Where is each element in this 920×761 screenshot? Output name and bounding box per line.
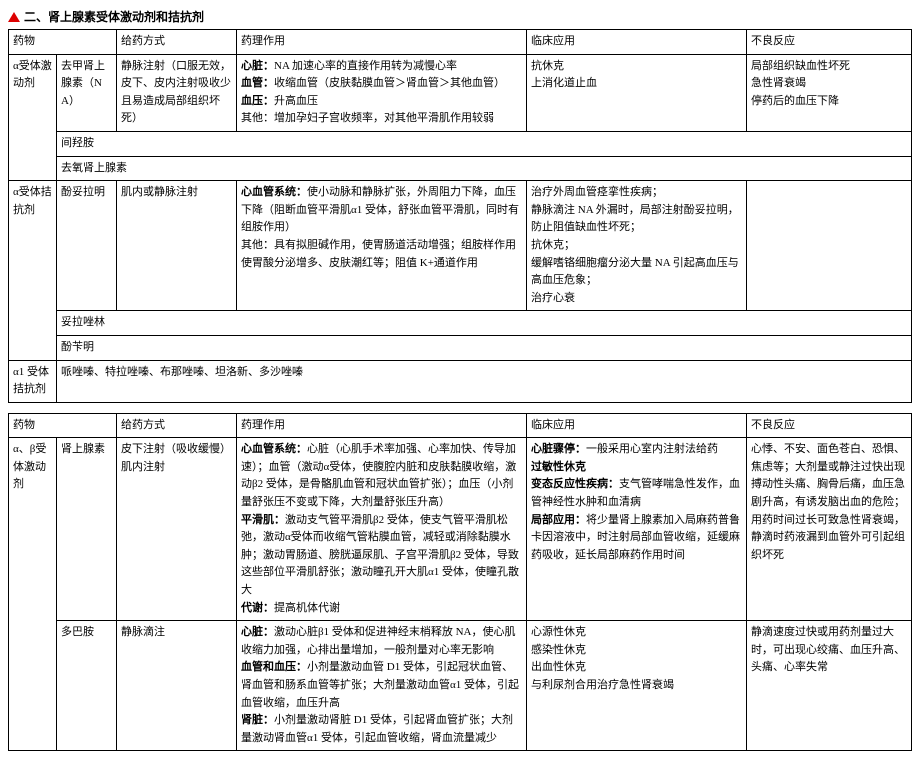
cell-drug: 去甲肾上腺素（NA） [57,54,117,131]
table-row: 多巴胺 静脉滴注 心脏：激动心脏β1 受体和促进神经末梢释放 NA，使心肌收缩力… [9,621,912,751]
table-row: α、β受体激动剂 肾上腺素 皮下注射（吸收缓慢）肌内注射 心血管系统：心脏（心肌… [9,438,912,621]
cell-category: α受体拮抗剂 [9,181,57,360]
th-pharm: 药理作用 [237,30,527,55]
cell-pharm: 心脏：激动心脏β1 受体和促进神经末梢释放 NA，使心肌收缩力加强，心排出量增加… [237,621,527,751]
table-row: α1 受体拮抗剂 哌唑嗪、特拉唑嗪、布那唑嗪、坦洛新、多沙唑嗪 [9,360,912,402]
cell-drug: 多巴胺 [57,621,117,751]
cell-admin: 肌内或静脉注射 [117,181,237,311]
cell-category: α、β受体激动剂 [9,438,57,751]
label: 代谢： [241,602,274,614]
cell-admin: 静脉滴注 [117,621,237,751]
label: 过敏性休克 [531,461,586,473]
label: 心脏： [241,626,274,638]
label: 局部应用： [531,514,586,526]
th-admin: 给药方式 [117,30,237,55]
label: 血管和血压： [241,661,307,673]
cell-category: α1 受体拮抗剂 [9,360,57,402]
cell-pharm: 心脏：NA 加速心率的直接作用转为减慢心率 血管：收缩血管（皮肤黏膜血管＞肾血管… [237,54,527,131]
table-row: 药物 给药方式 药理作用 临床应用 不良反应 [9,30,912,55]
cell-clin: 心源性休克 感染性休克 出血性休克 与利尿剂合用治疗急性肾衰竭 [527,621,747,751]
text: 缓解嗜铬细胞瘤分泌大量 NA 引起高血压与高血压危象； [531,257,739,287]
text: 小剂量激动肾脏 D1 受体，引起肾血管扩张；大剂量激动肾血管α1 受体，引起血管… [241,714,513,744]
table-row: 妥拉唑林 [9,311,912,336]
cell-adv: 静滴速度过快或用药剂量过大时，可出现心绞痛、血压升高、头痛、心率失常 [747,621,912,751]
text: 激动心脏β1 受体和促进神经末梢释放 NA，使心肌收缩力加强，心排出量增加，一般… [241,626,515,656]
text: 提高机体代谢 [274,602,340,614]
label: 心脏骤停： [531,443,586,455]
cell-adv: 局部组织缺血性坏死 急性肾衰竭 停药后的血压下降 [747,54,912,131]
cell-clin: 心脏骤停：一般采用心室内注射法给药 过敏性休克 变态反应性疾病：支气管哮喘急性发… [527,438,747,621]
label: 血压： [241,95,274,107]
text: 其他：增加孕妇子宫收频率，对其他平滑肌作用较弱 [241,112,494,124]
th-drug: 药物 [9,413,117,438]
triangle-icon [8,12,20,22]
text: 上消化道止血 [531,77,597,89]
text: 感染性休克 [531,644,586,656]
cell-admin: 静脉注射（口服无效，皮下、皮内注射吸收少且易造成局部组织坏死） [117,54,237,131]
table-row: 酚苄明 [9,335,912,360]
label: 变态反应性疾病： [531,478,619,490]
th-admin: 给药方式 [117,413,237,438]
text: 治疗外周血管痉挛性疾病； [531,186,663,198]
table-2: 药物 给药方式 药理作用 临床应用 不良反应 α、β受体激动剂 肾上腺素 皮下注… [8,413,912,752]
label: 肾脏： [241,714,274,726]
label: 血管： [241,77,274,89]
text: 出血性休克 [531,661,586,673]
table-row: 去氧肾上腺素 [9,156,912,181]
text: 与利尿剂合用治疗急性肾衰竭 [531,679,674,691]
text: 静脉滴注 NA 外漏时，局部注射酚妥拉明，防止阻值缺血性坏死； [531,204,739,234]
th-pharm: 药理作用 [237,413,527,438]
table-1: 药物 给药方式 药理作用 临床应用 不良反应 α受体激动剂 去甲肾上腺素（NA）… [8,29,912,403]
text: NA 加速心率的直接作用转为减慢心率 [274,60,457,72]
th-clin: 临床应用 [527,30,747,55]
text: 心源性休克 [531,626,586,638]
cell-drug: 肾上腺素 [57,438,117,621]
text: 激动支气管平滑肌β2 受体，使支气管平滑肌松弛，激动α受体而收缩气管粘膜血管，减… [241,514,519,596]
table-row: 间羟胺 [9,131,912,156]
text: 治疗心衰 [531,292,575,304]
text: 其他：具有拟胆碱作用，使胃肠道活动增强；组胺样作用使胃酸分泌增多、皮肤潮红等；阻… [241,239,516,269]
th-adv: 不良反应 [747,30,912,55]
cell-category: α受体激动剂 [9,54,57,181]
page-title: 二、肾上腺素受体激动剂和拮抗剂 [24,8,204,25]
th-adv: 不良反应 [747,413,912,438]
table-row: α受体激动剂 去甲肾上腺素（NA） 静脉注射（口服无效，皮下、皮内注射吸收少且易… [9,54,912,131]
text: 收缩血管（皮肤黏膜血管＞肾血管＞其他血管） [274,77,505,89]
text: 停药后的血压下降 [751,95,839,107]
label: 心血管系统： [241,443,307,455]
cell-drug: 妥拉唑林 [57,311,912,336]
cell-drug: 去氧肾上腺素 [57,156,912,181]
cell-drug: 酚苄明 [57,335,912,360]
cell-adv: 心悸、不安、面色苍白、恐惧、焦虑等；大剂量或静注过快出现搏动性头痛、胸骨后痛，血… [747,438,912,621]
text: 局部组织缺血性坏死 [751,60,850,72]
text: 抗休克； [531,239,575,251]
cell-drug: 哌唑嗪、特拉唑嗪、布那唑嗪、坦洛新、多沙唑嗪 [57,360,912,402]
table-row: 药物 给药方式 药理作用 临床应用 不良反应 [9,413,912,438]
label: 心血管系统： [241,186,307,198]
cell-drug: 间羟胺 [57,131,912,156]
text: 急性肾衰竭 [751,77,806,89]
cell-adv [747,181,912,311]
page-title-row: 二、肾上腺素受体激动剂和拮抗剂 [8,8,912,25]
text: 升高血压 [274,95,318,107]
cell-clin: 抗休克 上消化道止血 [527,54,747,131]
cell-clin: 治疗外周血管痉挛性疾病； 静脉滴注 NA 外漏时，局部注射酚妥拉明，防止阻值缺血… [527,181,747,311]
th-drug: 药物 [9,30,117,55]
text: 抗休克 [531,60,564,72]
th-clin: 临床应用 [527,413,747,438]
cell-admin: 皮下注射（吸收缓慢）肌内注射 [117,438,237,621]
label: 平滑肌： [241,514,285,526]
label: 心脏： [241,60,274,72]
cell-drug: 酚妥拉明 [57,181,117,311]
text: 一般采用心室内注射法给药 [586,443,718,455]
cell-pharm: 心血管系统：心脏（心肌手术率加强、心率加快、传导加速）；血管（激动α受体，使腹腔… [237,438,527,621]
cell-pharm: 心血管系统：使小动脉和静脉扩张，外周阻力下降，血压下降（阻断血管平滑肌α1 受体… [237,181,527,311]
table-row: α受体拮抗剂 酚妥拉明 肌内或静脉注射 心血管系统：使小动脉和静脉扩张，外周阻力… [9,181,912,311]
